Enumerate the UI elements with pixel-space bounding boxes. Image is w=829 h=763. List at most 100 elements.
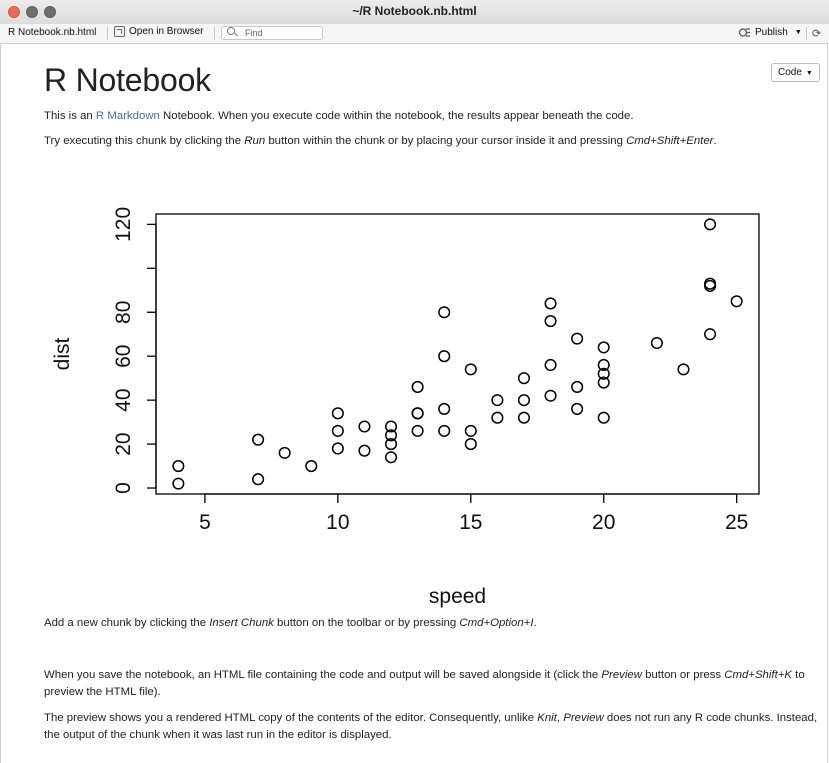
text-span: does not run any R code chunks. Instead,… xyxy=(44,712,818,741)
data-point xyxy=(491,394,504,407)
text-span: button or press xyxy=(641,669,725,681)
data-point xyxy=(411,380,424,394)
text-span: This is an xyxy=(44,110,96,122)
data-point xyxy=(331,424,344,437)
open-in-browser-label: Open in Browser xyxy=(129,26,204,37)
emphasis-text: Insert Chunk xyxy=(209,617,274,629)
text-span: button on the toolbar or by pressing xyxy=(273,617,460,629)
data-point xyxy=(278,446,291,459)
data-point xyxy=(252,473,265,486)
text-span: . xyxy=(533,617,537,629)
open-in-browser-button[interactable]: Open in Browser xyxy=(114,26,203,37)
data-point xyxy=(464,438,477,451)
plot-frame xyxy=(155,213,760,495)
data-point xyxy=(650,336,663,350)
text-span: to preview the HTML file). xyxy=(44,669,805,698)
data-point xyxy=(411,407,424,420)
y-tick-label: 20 xyxy=(112,432,135,455)
data-point xyxy=(517,372,531,385)
text-span: Try executing this chunk by clicking the xyxy=(44,135,245,147)
preview-paragraph: The preview shows you a rendered HTML co… xyxy=(44,710,824,744)
data-point xyxy=(597,358,610,372)
publish-label: Publish xyxy=(755,27,788,38)
refresh-icon[interactable]: ⟳ xyxy=(812,28,822,40)
data-point xyxy=(597,411,610,424)
data-point xyxy=(438,350,451,363)
text-span: Add a new chunk by clicking the xyxy=(44,617,210,629)
data-point xyxy=(384,438,398,451)
data-point xyxy=(464,363,477,376)
data-point xyxy=(544,389,557,402)
code-dropdown-label: Code xyxy=(778,67,802,78)
insert-chunk-paragraph: Add a new chunk by clicking the Insert C… xyxy=(44,615,824,632)
toolbar-divider xyxy=(806,27,807,40)
emphasis-text: Cmd+Shift+K xyxy=(724,669,792,681)
minimize-window-button[interactable] xyxy=(26,6,38,18)
data-point xyxy=(571,332,584,345)
emphasis-text: Cmd+Option+I xyxy=(459,617,534,629)
data-point xyxy=(331,407,344,420)
y-tick-label: 60 xyxy=(112,345,135,368)
data-point xyxy=(438,402,451,415)
y-tick-label: 40 xyxy=(112,388,135,411)
data-point xyxy=(704,277,717,290)
chevron-down-icon: ▼ xyxy=(803,70,813,77)
data-point xyxy=(597,376,610,389)
text-span: button within the chunk or by placing yo… xyxy=(265,135,627,147)
data-point xyxy=(597,341,610,354)
data-point xyxy=(358,444,371,457)
close-window-button[interactable] xyxy=(8,6,20,18)
y-tick-label: 0 xyxy=(112,482,135,494)
chevron-down-icon: ▼ xyxy=(794,29,802,36)
zoom-window-button[interactable] xyxy=(44,6,56,18)
window-title: ~/R Notebook.nb.html xyxy=(352,4,477,18)
data-point xyxy=(571,402,584,415)
page-title: R Notebook xyxy=(44,62,211,98)
data-point xyxy=(544,358,557,372)
x-axis-title: speed xyxy=(429,585,486,608)
data-point xyxy=(384,420,398,433)
data-point xyxy=(677,363,690,376)
data-point xyxy=(517,394,531,407)
r-markdown-link[interactable]: R Markdown xyxy=(95,110,160,122)
data-point xyxy=(172,460,185,473)
x-tick-label: 5 xyxy=(199,511,211,534)
find-input[interactable] xyxy=(239,28,315,38)
emphasis-text: Run xyxy=(244,135,266,147)
open-external-icon xyxy=(114,26,125,37)
y-axis-title: dist xyxy=(51,337,74,370)
data-point xyxy=(384,429,398,442)
data-point xyxy=(730,295,743,308)
data-point xyxy=(597,367,610,380)
window-titlebar: ~/R Notebook.nb.html xyxy=(0,0,829,25)
data-point xyxy=(438,306,451,319)
data-point xyxy=(411,424,424,437)
intro-paragraph: This is an R Markdown Notebook. When you… xyxy=(44,108,824,125)
x-tick-label: 10 xyxy=(326,511,349,534)
data-point xyxy=(704,328,717,341)
text-span: , xyxy=(556,712,564,724)
data-point xyxy=(305,460,318,473)
text-span: The preview shows you a rendered HTML co… xyxy=(44,712,538,724)
text-span: When you save the notebook, an HTML file… xyxy=(44,669,602,681)
save-notebook-paragraph: When you save the notebook, an HTML file… xyxy=(44,667,824,701)
emphasis-text: Preview xyxy=(563,712,604,724)
data-point xyxy=(384,451,398,464)
toolbar-divider xyxy=(107,27,108,40)
data-point xyxy=(544,314,557,328)
scatter-plot: 5 10 15 20 25 0 20 40 60 80 120 speed dist xyxy=(51,207,760,608)
run-instructions-paragraph: Try executing this chunk by clicking the… xyxy=(44,133,824,150)
find-box xyxy=(221,26,323,40)
viewer-toolbar: R Notebook.nb.html Open in Browser Publi… xyxy=(0,24,829,44)
emphasis-text: Cmd+Shift+Enter xyxy=(626,135,714,147)
x-tick-label: 15 xyxy=(459,511,482,534)
text-span: Notebook. When you execute code within t… xyxy=(159,110,634,122)
data-point xyxy=(491,411,504,424)
data-point xyxy=(517,411,531,424)
notebook-document: Code ▼ R Notebook This is an R Markdown … xyxy=(0,44,828,763)
publish-button[interactable]: Publish ▼ xyxy=(738,27,802,38)
code-dropdown-button[interactable]: Code ▼ xyxy=(771,63,820,82)
y-tick-label: 120 xyxy=(112,207,135,242)
data-point xyxy=(438,424,451,437)
text-span: . xyxy=(713,135,717,147)
